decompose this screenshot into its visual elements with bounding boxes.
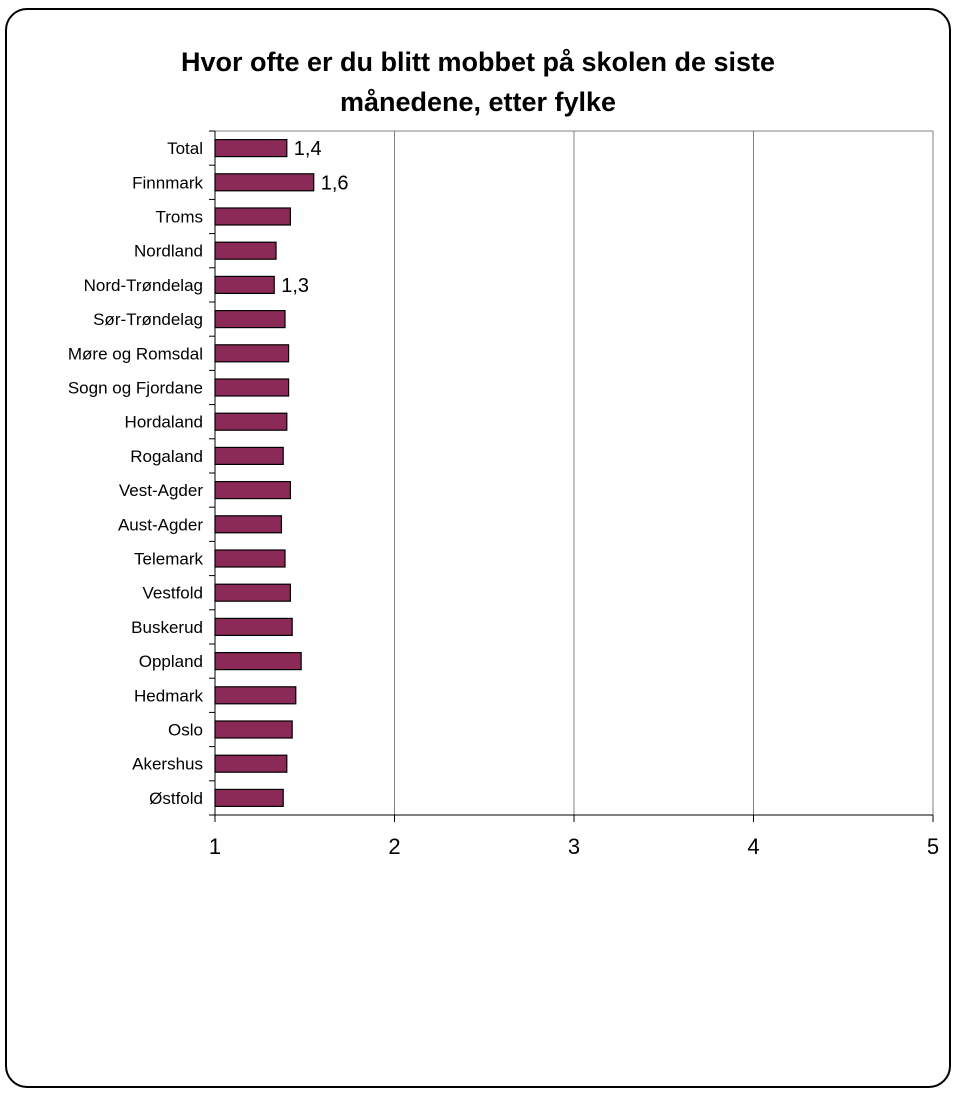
bar-rogaland <box>214 446 284 465</box>
category-label-hedmark: Hedmark <box>134 686 203 705</box>
x-tick-label-5: 5 <box>927 834 939 859</box>
category-label-total: Total <box>167 139 203 158</box>
category-label-sogn-og-fjordane: Sogn og Fjordane <box>68 379 203 398</box>
bar-østfold <box>214 788 284 808</box>
bar-oppland <box>214 651 302 671</box>
data-label-finnmark: 1,6 <box>321 172 349 194</box>
x-tick-label-3: 3 <box>568 834 580 859</box>
bar-vestfold <box>214 583 291 602</box>
chart-title: Hvor ofte er du blitt mobbet på skolen d… <box>0 42 956 122</box>
bar-aust-agder <box>214 515 283 534</box>
category-label-buskerud: Buskerud <box>131 618 203 637</box>
bar-troms <box>214 207 291 226</box>
bar-sør-trøndelag <box>214 310 286 329</box>
data-label-total: 1,4 <box>294 138 322 160</box>
x-tick-label-4: 4 <box>747 834 759 859</box>
category-label-møre-og-romsdal: Møre og Romsdal <box>68 344 203 363</box>
bar-total <box>214 139 288 158</box>
chart-title-line-1: Hvor ofte er du blitt mobbet på skolen d… <box>180 47 776 77</box>
category-label-østfold: Østfold <box>149 789 203 808</box>
category-label-nordland: Nordland <box>134 242 203 261</box>
bar-finnmark <box>214 173 315 192</box>
category-label-vestfold: Vestfold <box>143 584 204 603</box>
bar-hedmark <box>214 686 297 705</box>
bar-nord-trøndelag <box>214 275 275 294</box>
chart-frame <box>5 8 951 1088</box>
chart-title-line-2: månedene, etter fylke <box>339 87 617 117</box>
category-label-rogaland: Rogaland <box>130 447 203 466</box>
bar-nordland <box>214 241 277 260</box>
bar-vest-agder <box>214 481 291 500</box>
bar-telemark <box>214 549 286 568</box>
category-label-telemark: Telemark <box>134 550 203 569</box>
bar-oslo <box>214 720 293 739</box>
category-label-finnmark: Finnmark <box>132 173 203 192</box>
x-tick-label-1: 1 <box>209 834 221 859</box>
data-label-nord-trøndelag: 1,3 <box>281 275 309 297</box>
category-label-akershus: Akershus <box>132 755 203 774</box>
category-label-troms: Troms <box>155 208 203 227</box>
category-label-oppland: Oppland <box>139 652 203 671</box>
bar-møre-og-romsdal <box>214 344 290 363</box>
category-label-aust-agder: Aust-Agder <box>118 515 203 534</box>
category-label-nord-trøndelag: Nord-Trøndelag <box>84 276 203 295</box>
category-label-hordaland: Hordaland <box>125 413 203 432</box>
category-label-sør-trøndelag: Sør-Trøndelag <box>93 310 203 329</box>
category-label-oslo: Oslo <box>168 721 203 740</box>
bar-akershus <box>214 754 288 773</box>
bar-buskerud <box>214 617 293 637</box>
bar-hordaland <box>214 412 288 431</box>
category-label-vest-agder: Vest-Agder <box>119 481 203 500</box>
bar-sogn-og-fjordane <box>214 378 290 397</box>
x-tick-label-2: 2 <box>388 834 400 859</box>
